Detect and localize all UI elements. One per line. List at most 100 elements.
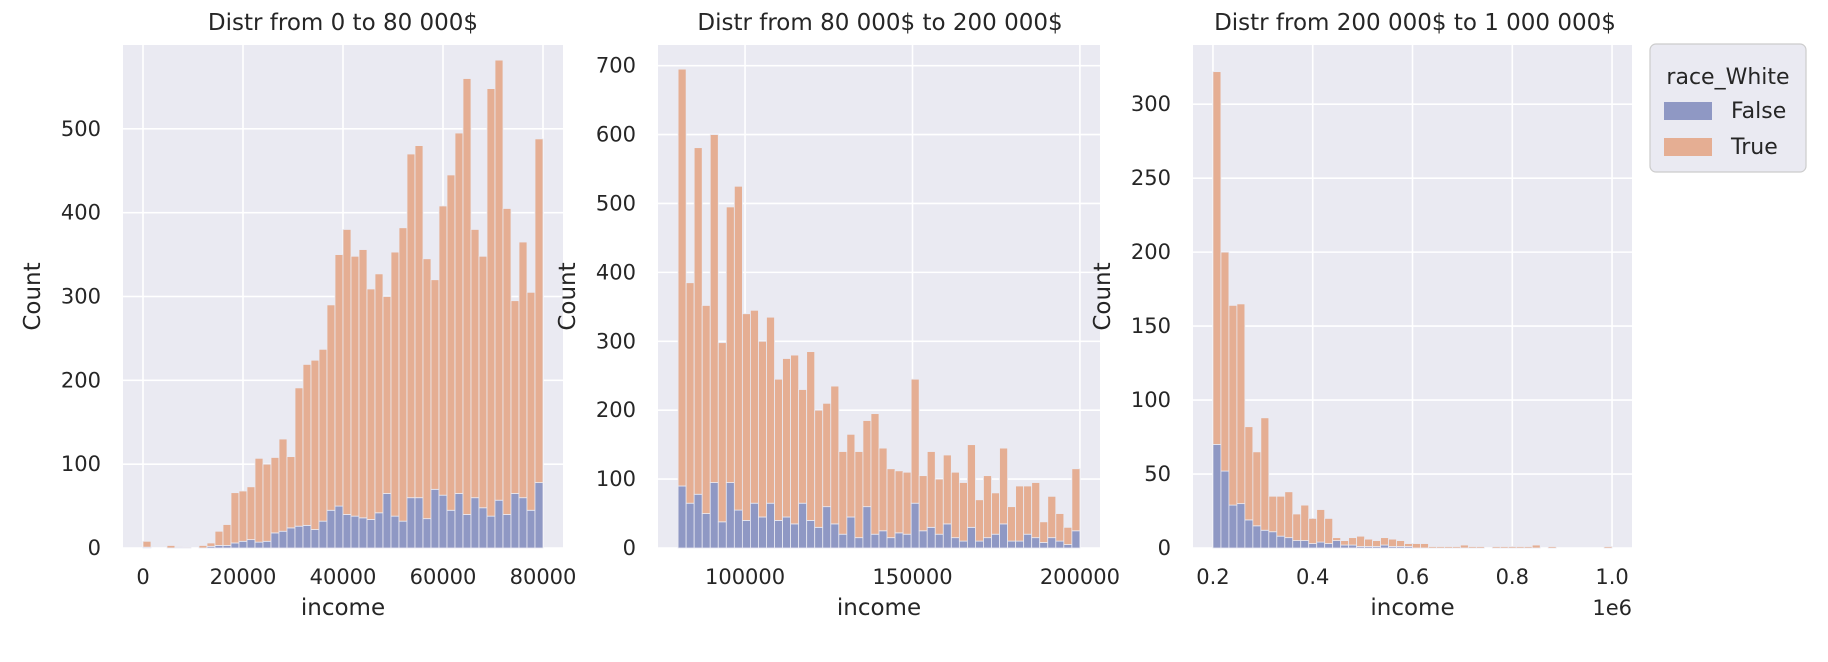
chart-2-bar-true bbox=[862, 420, 872, 508]
chart-3-bar-true bbox=[1531, 544, 1541, 549]
chart-2-bar-true bbox=[934, 478, 944, 535]
chart-3-bar-true bbox=[1459, 544, 1469, 549]
chart-2-bar-false bbox=[1047, 537, 1057, 549]
chart-3: Distr from 200 000$ to 1 000 000$ 0.2 0.4… bbox=[1090, 10, 1807, 621]
chart-2-bar-false bbox=[1063, 544, 1073, 549]
chart-1-bar-false bbox=[358, 517, 368, 549]
chart-2-bar-false bbox=[902, 533, 912, 549]
chart-2-bar-false bbox=[894, 532, 904, 549]
chart-1-bar-false bbox=[502, 514, 512, 549]
chart-1-y-tick-label: 400 bbox=[61, 201, 101, 225]
chart-2-bar-false bbox=[1015, 540, 1025, 549]
chart-2-bar-false bbox=[918, 530, 928, 549]
chart-1-bar-false bbox=[478, 507, 488, 549]
chart-1-bar-false bbox=[510, 493, 520, 549]
chart-3-x-tick-label: 0.8 bbox=[1496, 565, 1529, 589]
chart-2-y-tick-label: 200 bbox=[596, 398, 636, 422]
chart-2-bar-false bbox=[822, 506, 832, 549]
chart-1-title: Distr from 0 to 80 000$ bbox=[208, 10, 478, 36]
chart-2-bar-false bbox=[790, 523, 800, 549]
chart-3-bar-true bbox=[1372, 540, 1381, 547]
chart-2-bar-true bbox=[814, 409, 824, 528]
chart-1-bar-true bbox=[374, 273, 384, 514]
chart-2-bar-false bbox=[1055, 540, 1065, 549]
chart-1-bar-true bbox=[502, 208, 512, 515]
chart-1-bar-true bbox=[310, 359, 320, 530]
chart-2-bar-false bbox=[766, 502, 775, 549]
chart-1: Distr from 0 to 80 000$ 0 20000 40000 60000… bbox=[20, 10, 576, 621]
chart-2-bar-true bbox=[991, 492, 1000, 535]
chart-1-bar-false bbox=[494, 499, 504, 549]
chart-2-bar-true bbox=[790, 354, 800, 525]
chart-3-bar-true bbox=[1420, 543, 1429, 549]
chart-2-bar-true bbox=[782, 358, 792, 518]
chart-2-bar-false bbox=[846, 516, 856, 549]
chart-1-bar-false bbox=[230, 542, 240, 549]
chart-3-bar-true bbox=[1332, 537, 1342, 542]
chart-1-x-axis-label: income bbox=[301, 595, 385, 621]
chart-1-bar-false bbox=[422, 518, 432, 549]
chart-3-x-tick-label: 1.0 bbox=[1595, 565, 1628, 589]
chart-1-bar-true bbox=[326, 304, 336, 511]
chart-3-bar-true bbox=[1388, 538, 1397, 547]
chart-1-bar-false bbox=[286, 527, 296, 549]
chart-1-bar-true bbox=[270, 457, 280, 534]
chart-2-bar-false bbox=[950, 537, 960, 549]
chart-1-bar-true bbox=[222, 524, 232, 546]
chart-2-bar-true bbox=[1047, 495, 1057, 539]
chart-2-bar-false bbox=[958, 540, 968, 549]
chart-2-bar-false bbox=[685, 502, 695, 549]
chart-2-bar-false bbox=[862, 506, 872, 549]
chart-3-bar-true bbox=[1356, 535, 1366, 547]
chart-3-y-tick-label: 0 bbox=[1158, 536, 1171, 560]
chart-1-bar-false bbox=[390, 515, 400, 549]
chart-3-bar-true bbox=[1436, 546, 1445, 549]
chart-3-bar-true bbox=[1276, 495, 1286, 537]
chart-2-bar-false bbox=[741, 520, 751, 549]
chart-2-bar-false bbox=[999, 523, 1008, 549]
chart-2-y-tick-label: 0 bbox=[623, 536, 636, 560]
chart-2-bar-true bbox=[950, 471, 960, 539]
chart-2-bar-false bbox=[782, 516, 792, 549]
chart-2-bar-true bbox=[1031, 482, 1041, 539]
chart-2-bar-true bbox=[725, 206, 735, 483]
chart-1-bar-true bbox=[278, 438, 288, 532]
chart-3-y-tick-label: 100 bbox=[1131, 388, 1171, 412]
chart-2-bar-true bbox=[846, 433, 856, 518]
chart-2-bar-true bbox=[942, 454, 952, 525]
chart-1-bar-true bbox=[382, 296, 392, 494]
chart-1-bar-true bbox=[214, 530, 224, 546]
chart-2-bar-true bbox=[838, 451, 848, 535]
chart-1-x-tick-label: 60000 bbox=[410, 565, 477, 589]
chart-1-y-tick-label: 500 bbox=[61, 117, 101, 141]
legend-title: race_White bbox=[1666, 65, 1789, 90]
chart-1-bar-true bbox=[470, 229, 480, 499]
chart-3-bar-true bbox=[1324, 518, 1334, 544]
chart-2-bar-true bbox=[1039, 521, 1049, 543]
chart-3-bar-true bbox=[1308, 518, 1318, 544]
chart-2-bar-false bbox=[870, 533, 880, 549]
chart-3-bar-true bbox=[1364, 538, 1373, 547]
chart-1-bar-true bbox=[318, 348, 328, 522]
chart-2-title: Distr from 80 000$ to 200 000$ bbox=[697, 10, 1062, 36]
chart-2-bar-false bbox=[886, 537, 896, 549]
chart-1-bar-true bbox=[238, 490, 248, 542]
chart-2-y-axis-label: Count bbox=[555, 262, 581, 330]
chart-1-bar-true bbox=[366, 288, 376, 520]
chart-2-bar-false bbox=[758, 516, 767, 549]
chart-1-y-axis-label: Count bbox=[20, 262, 46, 330]
chart-1-bar-false bbox=[470, 497, 480, 549]
chart-1-bar-true bbox=[446, 174, 456, 511]
chart-3-bar-true bbox=[1252, 451, 1262, 527]
chart-1-bar-false bbox=[246, 539, 256, 549]
chart-2-bar-true bbox=[967, 444, 976, 528]
chart-1-bar-true bbox=[286, 456, 296, 529]
chart-2-bar-true bbox=[758, 340, 767, 518]
chart-1-bar-true bbox=[478, 255, 488, 509]
chart-2-x-tick-label: 200000 bbox=[1040, 565, 1120, 589]
chart-1-bar-false bbox=[294, 525, 304, 549]
chart-3-bar-false bbox=[1292, 540, 1302, 549]
legend-label-true: True bbox=[1730, 135, 1778, 160]
chart-2-x-tick-label: 150000 bbox=[872, 565, 952, 589]
chart-3-bar-true bbox=[1412, 543, 1421, 549]
